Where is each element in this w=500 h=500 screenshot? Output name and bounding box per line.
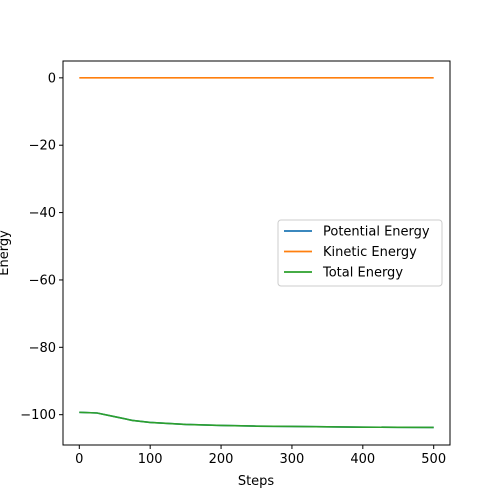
y-tick-label: −80 — [29, 341, 56, 356]
x-tick-label: 0 — [75, 452, 83, 467]
legend-entry-label: Total Energy — [322, 266, 403, 281]
y-tick-label: −40 — [29, 206, 56, 221]
legend-box — [277, 219, 443, 287]
x-tick-label: 300 — [280, 452, 305, 467]
x-axis-label: Steps — [238, 474, 275, 489]
x-axis-ticks: 0 100 200 300 400 500 — [75, 445, 446, 467]
x-tick-label: 200 — [209, 452, 234, 467]
legend-entry-label: Kinetic Energy — [323, 245, 417, 260]
legend: Potential Energy Kinetic Energy Total Ener… — [277, 219, 443, 287]
x-tick-label: 400 — [350, 452, 375, 467]
y-tick-label: 0 — [48, 71, 56, 86]
y-axis-label: Energy — [0, 230, 12, 276]
y-axis-ticks: 0 −20 −40 −60 −80 −100 — [20, 71, 63, 423]
y-tick-label: −100 — [20, 408, 56, 423]
plot-frame — [62, 60, 451, 446]
series-layer — [79, 77, 434, 429]
y-tick-label: −20 — [29, 139, 56, 154]
y-tick-label: −60 — [29, 273, 56, 288]
x-tick-label: 500 — [421, 452, 446, 467]
legend-entry-label: Potential Energy — [323, 225, 430, 240]
x-tick-label: 100 — [138, 452, 163, 467]
series-line-total-energy — [79, 411, 434, 429]
